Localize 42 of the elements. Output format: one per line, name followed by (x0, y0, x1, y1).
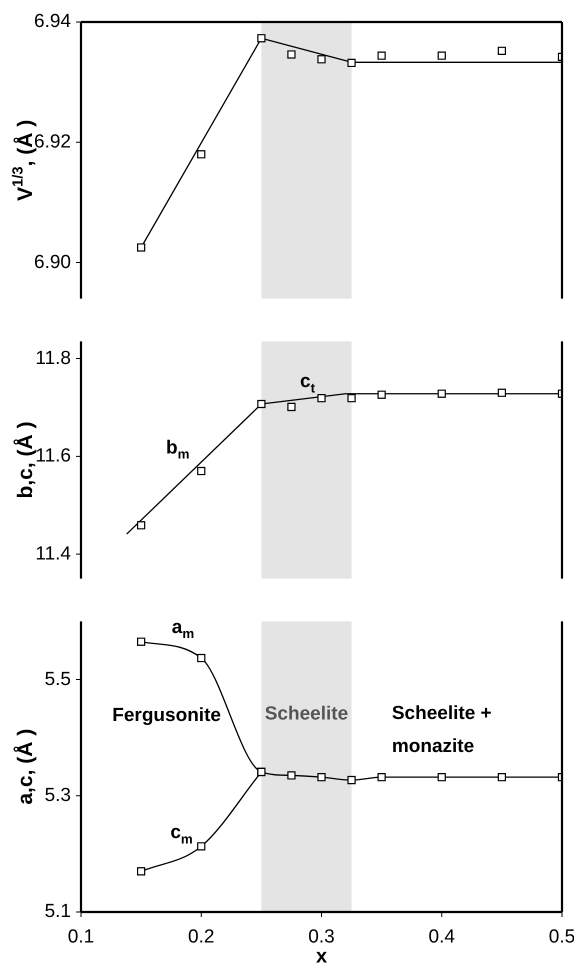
point (197, 654, 206, 662)
annotation: Scheelite + monazite (392, 703, 492, 758)
y-tick-label: 11.8 (35, 348, 71, 369)
point (498, 773, 506, 782)
annotation: Fergusonite (112, 704, 221, 726)
point (347, 58, 356, 68)
x-tick-label: 0.1 (68, 926, 94, 948)
y-tick-label: 11.6 (35, 446, 71, 467)
point (377, 390, 386, 399)
x-axis-title: x (316, 946, 328, 968)
point (136, 243, 146, 252)
y-tick-label: 6.94 (34, 11, 72, 32)
point (136, 638, 146, 646)
y-tick-label: 6.90 (34, 252, 71, 273)
point (197, 466, 206, 476)
y-axis-title: V1/3, (Å ) (10, 120, 37, 201)
point (287, 771, 296, 780)
x-tick-label: 0.4 (428, 926, 456, 948)
x-tick-label: 0.3 (308, 926, 335, 948)
point (438, 773, 446, 782)
y-tick-label: 5.3 (44, 784, 71, 806)
point (317, 55, 326, 64)
point (347, 776, 356, 784)
y-axis-title: b,c, (Å ) (12, 422, 37, 498)
point (287, 50, 296, 59)
point (317, 394, 326, 402)
band-label: Scheelite (264, 704, 348, 725)
point (317, 773, 326, 782)
point (257, 34, 266, 42)
point (257, 400, 266, 408)
y-tick-label: 5.5 (44, 668, 71, 690)
x-tick-label: 0.2 (188, 926, 214, 948)
y-tick-label: 5.1 (44, 901, 71, 922)
point (498, 388, 506, 397)
point (438, 390, 446, 398)
point (136, 867, 146, 876)
y-axis-title: a,c, (Å ) (12, 728, 37, 805)
point (347, 394, 356, 402)
point (377, 773, 386, 782)
point (287, 402, 296, 412)
point (197, 842, 206, 850)
y-tick-label: 11.4 (35, 543, 72, 564)
